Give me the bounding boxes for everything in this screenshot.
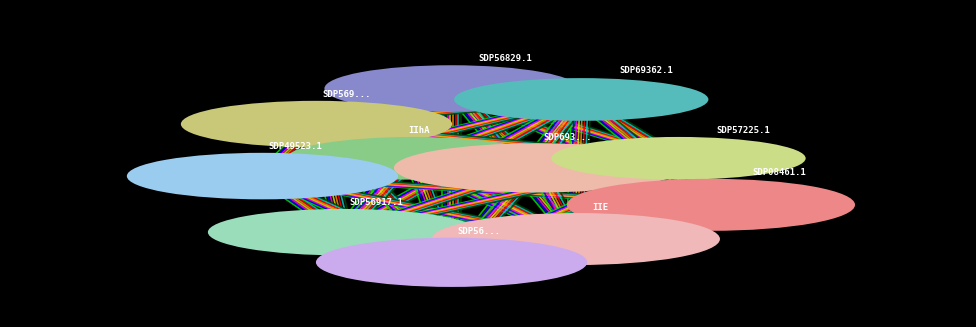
Ellipse shape bbox=[316, 238, 588, 287]
Text: SDP08461.1: SDP08461.1 bbox=[752, 168, 806, 178]
Ellipse shape bbox=[454, 78, 709, 121]
Text: SDP56829.1: SDP56829.1 bbox=[478, 54, 532, 62]
Text: SDP56...: SDP56... bbox=[457, 227, 500, 236]
Text: SDP57225.1: SDP57225.1 bbox=[716, 126, 770, 135]
Ellipse shape bbox=[324, 65, 579, 112]
Text: IIE: IIE bbox=[592, 203, 608, 212]
Ellipse shape bbox=[127, 153, 398, 199]
Text: SDP49523.1: SDP49523.1 bbox=[267, 142, 322, 151]
Text: SDP569...: SDP569... bbox=[322, 90, 370, 99]
Text: SDP693...: SDP693... bbox=[544, 132, 591, 142]
Ellipse shape bbox=[567, 179, 855, 231]
Text: SDP69362.1: SDP69362.1 bbox=[619, 66, 672, 75]
Ellipse shape bbox=[394, 143, 682, 193]
Ellipse shape bbox=[181, 101, 452, 147]
Text: IIhA: IIhA bbox=[408, 126, 429, 135]
Ellipse shape bbox=[208, 209, 479, 255]
Text: SDP56917.1: SDP56917.1 bbox=[349, 198, 403, 207]
Ellipse shape bbox=[287, 137, 541, 180]
Ellipse shape bbox=[431, 213, 720, 265]
Ellipse shape bbox=[551, 137, 805, 180]
